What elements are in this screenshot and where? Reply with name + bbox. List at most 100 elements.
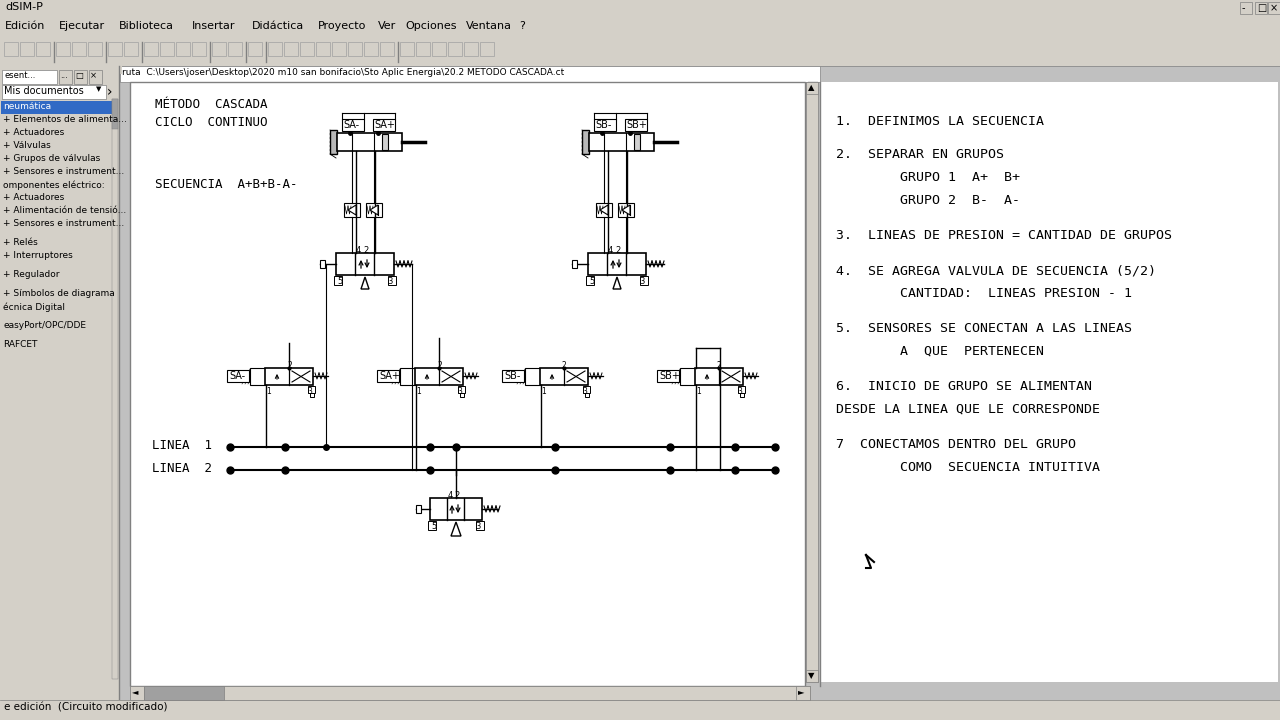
Bar xyxy=(739,386,745,393)
Text: 3.  LINEAS DE PRESION = CANTIDAD DE GRUPOS: 3. LINEAS DE PRESION = CANTIDAD DE GRUPO… xyxy=(836,229,1172,242)
Bar xyxy=(1,339,118,352)
Text: + Elementos de alimenta...: + Elementos de alimenta... xyxy=(3,115,127,124)
Bar xyxy=(120,66,820,82)
Text: MÉTODO  CASCADA: MÉTODO CASCADA xyxy=(155,98,268,111)
Bar xyxy=(428,521,436,530)
Bar xyxy=(131,686,145,700)
Bar xyxy=(430,498,483,520)
Text: GRUPO 1  A+  B+: GRUPO 1 A+ B+ xyxy=(836,171,1020,184)
Text: RAFCET: RAFCET xyxy=(3,340,37,349)
Text: 3: 3 xyxy=(737,387,742,396)
Bar xyxy=(625,119,646,131)
Bar xyxy=(228,42,242,56)
Text: ►: ► xyxy=(797,687,805,696)
Bar xyxy=(372,119,396,131)
Text: LINEA  1: LINEA 1 xyxy=(152,439,212,452)
Text: + Válvulas: + Válvulas xyxy=(3,141,51,150)
Bar xyxy=(108,42,122,56)
Polygon shape xyxy=(451,522,461,536)
Text: + Alimentación de tensió...: + Alimentación de tensió... xyxy=(3,206,127,215)
Bar xyxy=(337,133,402,151)
Bar xyxy=(399,368,415,385)
Bar xyxy=(160,42,174,56)
Bar xyxy=(1,179,118,192)
Bar xyxy=(0,18,1280,38)
Bar xyxy=(1,140,118,153)
Bar xyxy=(586,276,594,285)
Text: COMO  SECUENCIA INTUITIVA: COMO SECUENCIA INTUITIVA xyxy=(836,461,1100,474)
Text: 5.  SENSORES SE CONECTAN A LAS LINEAS: 5. SENSORES SE CONECTAN A LAS LINEAS xyxy=(836,322,1132,335)
Text: 1: 1 xyxy=(416,387,421,396)
Text: + Regulador: + Regulador xyxy=(3,270,59,279)
Bar xyxy=(1240,2,1252,14)
Bar xyxy=(330,130,337,154)
Bar xyxy=(796,686,810,700)
Bar xyxy=(808,82,818,682)
Polygon shape xyxy=(348,205,356,215)
Text: Edición: Edición xyxy=(5,21,45,31)
Text: + Símbolos de diagrama: + Símbolos de diagrama xyxy=(3,289,115,298)
Bar xyxy=(460,393,465,397)
Text: Ventana: Ventana xyxy=(466,21,512,31)
Bar xyxy=(1,166,118,179)
Bar xyxy=(585,393,589,397)
Bar xyxy=(416,505,421,513)
Text: Didáctica: Didáctica xyxy=(251,21,303,31)
Bar xyxy=(465,42,477,56)
Text: SA+: SA+ xyxy=(374,120,394,130)
Bar xyxy=(145,42,157,56)
Bar xyxy=(284,42,298,56)
Bar xyxy=(572,260,577,268)
Bar xyxy=(227,370,250,382)
Text: ?: ? xyxy=(518,21,525,31)
Text: ▼: ▼ xyxy=(96,86,101,92)
Bar xyxy=(332,42,346,56)
Text: SB-: SB- xyxy=(595,120,612,130)
Text: 2.  SEPARAR EN GRUPOS: 2. SEPARAR EN GRUPOS xyxy=(836,148,1004,161)
Bar xyxy=(458,386,465,393)
Text: 2: 2 xyxy=(287,361,292,370)
Polygon shape xyxy=(622,205,630,215)
Bar xyxy=(448,42,462,56)
Bar xyxy=(56,42,70,56)
Bar xyxy=(582,130,589,154)
Text: 7  CONECTAMOS DENTRO DEL GRUPO: 7 CONECTAMOS DENTRO DEL GRUPO xyxy=(836,438,1076,451)
Text: 1: 1 xyxy=(696,387,700,396)
Text: □: □ xyxy=(1257,3,1266,13)
Text: 4: 4 xyxy=(356,246,361,255)
Bar xyxy=(1,250,118,263)
Text: Biblioteca: Biblioteca xyxy=(119,21,174,31)
Bar xyxy=(680,368,695,385)
Bar xyxy=(90,70,102,84)
Bar xyxy=(596,203,612,217)
Bar xyxy=(1,205,118,218)
Bar xyxy=(3,70,58,84)
Bar xyxy=(657,370,678,382)
Bar xyxy=(415,368,463,385)
Text: + Actuadores: + Actuadores xyxy=(3,128,64,137)
Bar xyxy=(1,301,118,314)
Text: SB+: SB+ xyxy=(659,371,680,381)
Bar xyxy=(806,82,818,94)
Text: ▲: ▲ xyxy=(808,83,814,92)
Text: Opciones: Opciones xyxy=(406,21,457,31)
Text: 2: 2 xyxy=(364,246,369,255)
Bar xyxy=(113,99,118,129)
Text: + Actuadores: + Actuadores xyxy=(3,193,64,202)
Text: SB-: SB- xyxy=(504,371,521,381)
Bar xyxy=(113,99,118,679)
Text: □: □ xyxy=(76,71,83,80)
Bar xyxy=(540,368,588,385)
Polygon shape xyxy=(613,277,621,289)
Bar xyxy=(1,192,118,205)
Polygon shape xyxy=(370,205,378,215)
Text: 5: 5 xyxy=(589,277,594,286)
Text: 2: 2 xyxy=(562,361,567,370)
Bar xyxy=(1,320,118,333)
Text: + Sensores e instrument...: + Sensores e instrument... xyxy=(3,167,124,176)
Bar xyxy=(618,203,634,217)
Polygon shape xyxy=(600,205,608,215)
Bar xyxy=(74,70,87,84)
Bar xyxy=(806,670,818,682)
Text: ▼: ▼ xyxy=(808,671,814,680)
